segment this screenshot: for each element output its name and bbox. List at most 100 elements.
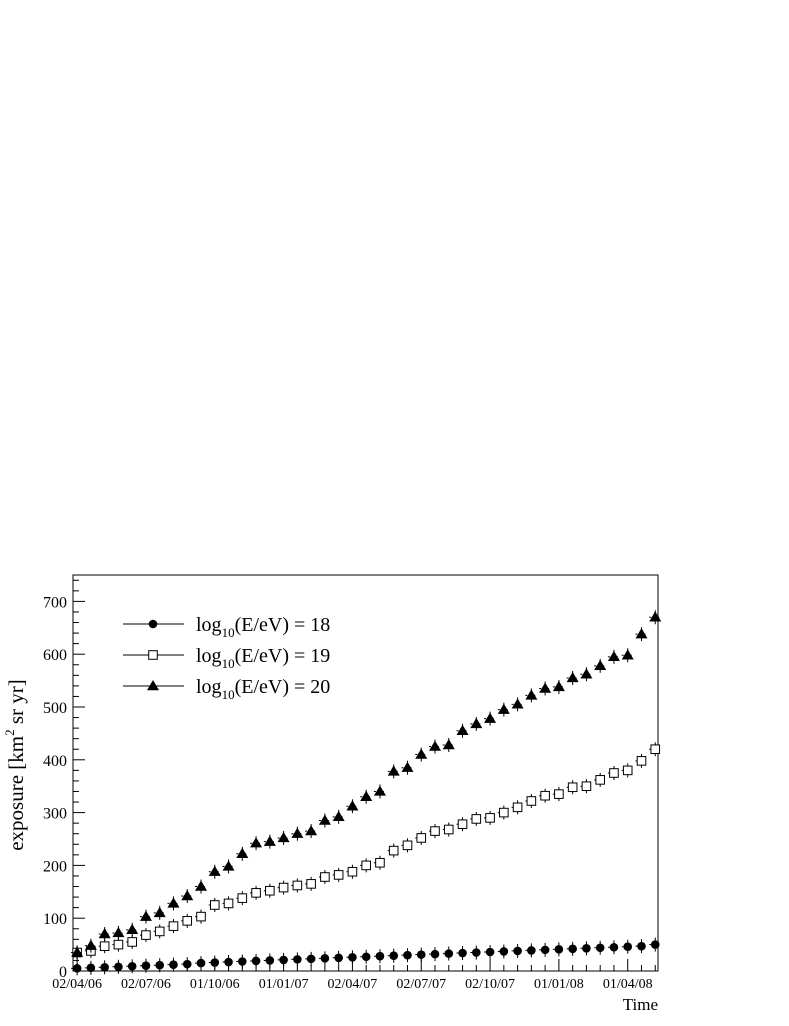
data-point bbox=[71, 946, 84, 957]
data-point bbox=[609, 768, 619, 778]
data-point bbox=[389, 951, 399, 960]
data-point bbox=[168, 921, 179, 931]
y-axis-title-rest: sr yr] bbox=[4, 679, 28, 729]
data-point bbox=[402, 840, 413, 851]
data-point bbox=[458, 948, 467, 958]
data-point bbox=[623, 942, 633, 952]
data-point bbox=[442, 739, 455, 750]
legend-label: log10(E/eV) = 19 bbox=[196, 645, 330, 671]
data-point bbox=[526, 796, 537, 806]
data-point bbox=[237, 893, 248, 903]
data-point bbox=[513, 946, 522, 956]
data-point bbox=[195, 880, 208, 891]
y-tick-label: 300 bbox=[43, 806, 67, 823]
data-point bbox=[650, 940, 660, 949]
data-point bbox=[292, 880, 303, 891]
y-tick-label: 500 bbox=[43, 700, 67, 717]
legend-marker bbox=[147, 680, 159, 691]
y-tick-label: 100 bbox=[43, 911, 67, 928]
data-point bbox=[595, 775, 605, 785]
data-point bbox=[346, 800, 359, 811]
y-tick-label: 600 bbox=[43, 647, 67, 664]
data-point bbox=[251, 888, 261, 898]
data-point bbox=[554, 789, 564, 799]
data-point bbox=[222, 860, 235, 871]
data-point bbox=[154, 926, 165, 937]
data-point bbox=[84, 939, 97, 950]
data-point bbox=[291, 827, 304, 838]
data-point bbox=[279, 955, 288, 965]
x-tick-label: 02/04/07 bbox=[328, 977, 378, 992]
data-point bbox=[499, 947, 509, 956]
data-point bbox=[169, 960, 178, 969]
legend-entry-1: log10(E/eV) = 18 bbox=[123, 614, 330, 640]
y-tick-label: 200 bbox=[43, 858, 67, 875]
data-point bbox=[471, 814, 482, 824]
data-point bbox=[320, 872, 330, 882]
data-point bbox=[182, 959, 192, 969]
data-point bbox=[196, 911, 206, 922]
data-point bbox=[609, 942, 619, 952]
plot-frame bbox=[72, 574, 659, 972]
data-point bbox=[348, 952, 357, 962]
data-point bbox=[485, 813, 495, 823]
data-point bbox=[444, 949, 454, 958]
data-point bbox=[387, 765, 400, 776]
data-point bbox=[100, 963, 109, 972]
series-1 bbox=[71, 937, 662, 976]
data-point bbox=[607, 650, 620, 662]
data-point bbox=[238, 957, 247, 966]
data-point bbox=[153, 906, 166, 918]
data-point bbox=[210, 958, 220, 967]
data-point bbox=[332, 810, 345, 822]
data-point bbox=[278, 882, 289, 893]
data-point bbox=[540, 790, 550, 801]
data-point bbox=[401, 761, 414, 772]
legend-entry-3: log10(E/eV) = 20 bbox=[123, 676, 330, 702]
data-point bbox=[373, 785, 386, 796]
series-3 bbox=[71, 610, 662, 960]
data-point bbox=[403, 950, 412, 960]
data-point bbox=[277, 831, 290, 843]
data-point bbox=[208, 865, 221, 876]
data-point bbox=[416, 950, 426, 959]
data-point bbox=[540, 945, 550, 955]
data-point bbox=[443, 824, 454, 835]
data-point bbox=[568, 944, 577, 954]
data-point bbox=[265, 956, 275, 965]
data-point bbox=[263, 835, 276, 846]
data-point bbox=[430, 826, 440, 836]
y-tick-label: 700 bbox=[43, 594, 67, 611]
y-axis-title-main: exposure [km bbox=[4, 736, 28, 851]
data-point bbox=[182, 916, 193, 926]
data-point bbox=[485, 947, 495, 957]
data-point bbox=[236, 847, 249, 858]
data-point bbox=[621, 649, 634, 660]
data-point bbox=[99, 941, 110, 951]
data-point bbox=[127, 937, 137, 947]
data-point bbox=[512, 802, 523, 813]
x-tick-label: 02/04/06 bbox=[52, 977, 102, 992]
data-point bbox=[636, 756, 647, 766]
data-point bbox=[320, 954, 330, 963]
data-point bbox=[86, 963, 96, 973]
x-tick-label: 02/07/06 bbox=[121, 977, 171, 992]
x-tick-label: 01/10/06 bbox=[190, 977, 240, 992]
data-point bbox=[361, 860, 371, 871]
axes: 0 100 200 300 400 500 600 700 02/04/06 02/07/06 01… bbox=[43, 579, 656, 992]
data-point bbox=[141, 961, 151, 971]
series-2 bbox=[71, 742, 662, 960]
data-point bbox=[580, 668, 593, 679]
data-point bbox=[525, 689, 538, 700]
data-point bbox=[552, 680, 565, 692]
data-point bbox=[415, 748, 428, 759]
legend-marker bbox=[148, 650, 158, 660]
data-point bbox=[250, 837, 263, 848]
data-point bbox=[567, 782, 578, 793]
data-point bbox=[375, 857, 385, 868]
x-tick-label: 02/10/07 bbox=[465, 977, 515, 992]
data-point bbox=[566, 671, 579, 683]
data-point bbox=[181, 890, 194, 901]
x-tick-label: 01/01/07 bbox=[259, 977, 309, 992]
